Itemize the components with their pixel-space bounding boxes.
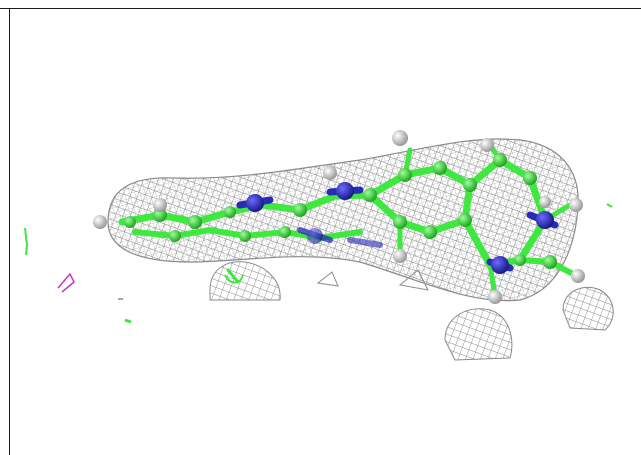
density-fragment [316,271,339,287]
density-lobe-middle [444,308,513,361]
density-lobe-left [209,261,281,301]
density-lobe-right [562,286,614,331]
density-mesh [107,138,614,361]
density-noise [24,203,613,324]
density-fragment-2 [398,269,429,291]
viewport-frame-top [0,8,641,9]
viewport-frame-left [9,8,10,455]
molecule-atoms [93,130,585,304]
